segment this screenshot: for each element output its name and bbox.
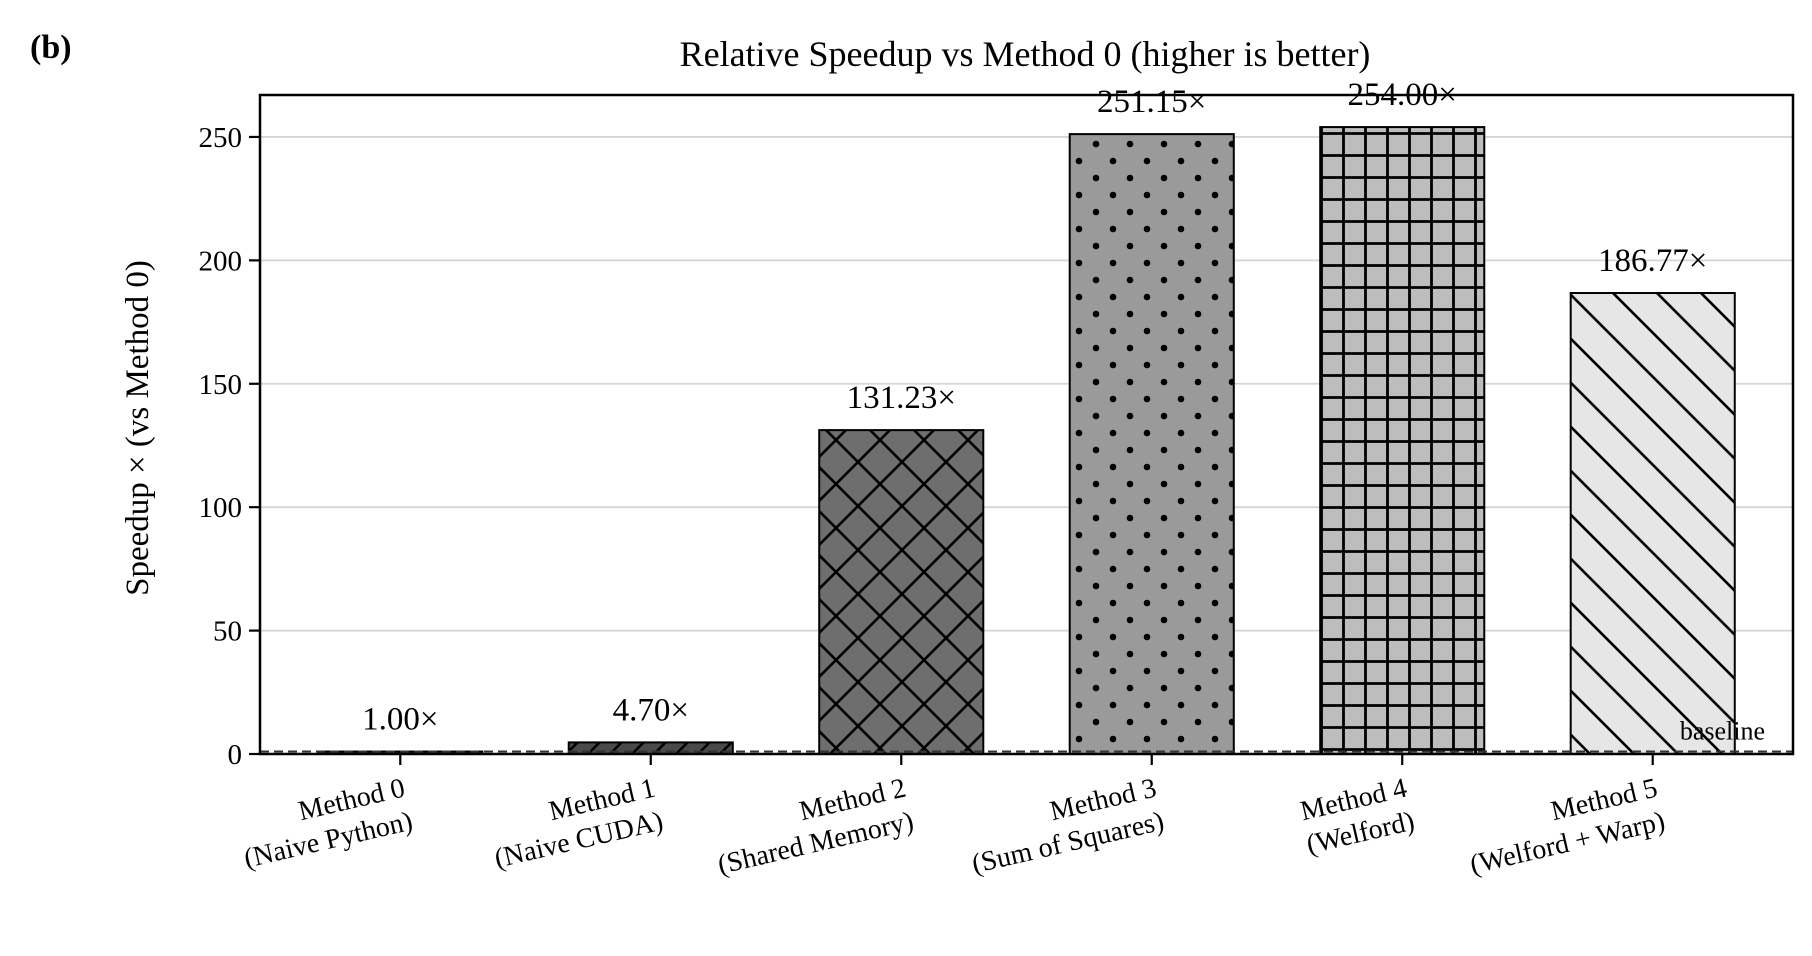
chart-title: Relative Speedup vs Method 0 (higher is …: [680, 34, 1371, 74]
x-tick-label: Method 5(Welford + Warp): [1467, 773, 1668, 881]
bar-hatch: [1069, 134, 1234, 754]
baseline-reference: baseline: [260, 717, 1793, 753]
y-tick-label: 200: [199, 245, 243, 277]
bar-hatch: [819, 430, 984, 754]
y-tick-label: 100: [199, 492, 243, 524]
value-label: 186.77×: [1598, 243, 1707, 279]
plot-frame: [258, 93, 1795, 756]
x-tick-label: Method 3(Sum of Squares): [969, 773, 1167, 880]
y-tick-label: 250: [199, 122, 243, 154]
y-tick-label: 0: [228, 739, 243, 771]
x-axis-ticks: Method 0(Naive Python) Method 1(Naive CUD…: [241, 754, 1668, 881]
bar-hatch: [568, 742, 733, 754]
value-label: 131.23×: [847, 380, 956, 416]
x-tick-label: Method 4(Welford): [1297, 773, 1417, 861]
baseline-label: baseline: [1680, 717, 1765, 746]
x-tick-label: Method 1(Naive CUDA): [492, 773, 666, 875]
x-tick-label: Method 0(Naive Python): [241, 773, 415, 875]
grid-lines: [260, 136, 1793, 632]
y-tick-label: 50: [213, 616, 242, 648]
bar-hatch: [1320, 127, 1485, 755]
panel-label: (b): [30, 29, 72, 66]
y-tick-label: 150: [199, 369, 243, 401]
y-axis-label: Speedup × (vs Method 0): [120, 260, 156, 596]
y-axis-ticks: 0 50 100 150 200 250: [199, 122, 260, 771]
value-labels: 1.00× 4.70× 131.23× 251.15× 254.00× 186.77×: [362, 77, 1707, 737]
x-tick-label: Method 2(Shared Memory): [715, 773, 917, 881]
value-label: 251.15×: [1097, 84, 1206, 120]
bars: [317, 126, 1736, 756]
value-label: 254.00×: [1348, 77, 1457, 113]
value-label: 4.70×: [613, 692, 689, 728]
bar-hatch: [1570, 293, 1735, 754]
value-label: 1.00×: [362, 702, 438, 738]
